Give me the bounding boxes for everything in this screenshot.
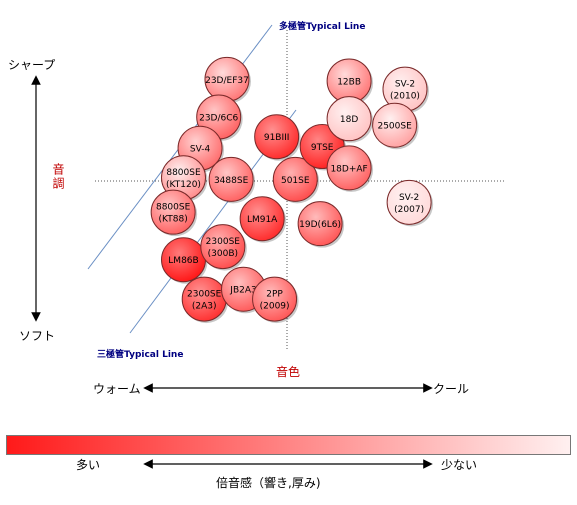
- point-marker: [150, 189, 196, 235]
- point-marker: [386, 179, 432, 225]
- y-axis-top-label: シャープ: [8, 58, 56, 72]
- point-label: (KT88): [159, 215, 188, 225]
- point-label: 18D+AF: [330, 164, 367, 174]
- harmonics-colorbar: [6, 435, 571, 455]
- point-marker: [326, 145, 372, 191]
- lower-typical-line-label: 三極管Typical Line: [97, 350, 184, 360]
- data-point: 19D(6L6): [297, 201, 345, 248]
- point-label: 19D(6L6): [299, 220, 341, 230]
- point-label: 18D: [340, 115, 358, 125]
- point-label: 2300SE: [187, 290, 222, 300]
- point-label: 8800SE: [156, 203, 191, 213]
- point-marker: [372, 102, 418, 148]
- points-layer: 23D/EF37 23D/6C6 SV-4 8800SE (KT120) 3488SE 88…: [150, 56, 434, 324]
- data-point: 3488SE: [208, 156, 256, 204]
- colorbar-left-label: 多い: [76, 458, 101, 472]
- y-axis-title: 音調: [51, 163, 65, 191]
- data-point: 2300SE (2A3): [181, 276, 229, 324]
- data-point: SV-2 (2007): [386, 179, 434, 227]
- point-label: (2007): [394, 205, 424, 215]
- data-point: 91BIII: [254, 114, 301, 161]
- point-marker: [326, 96, 372, 142]
- y-axis-bottom-label: ソフト: [19, 329, 56, 343]
- data-point: 2PP (2009): [252, 276, 299, 324]
- point-label: (2A3): [192, 302, 217, 312]
- data-point: 2300SE (300B): [200, 224, 247, 271]
- point-label: SV-4: [190, 145, 211, 155]
- point-marker: [272, 156, 318, 202]
- point-label: 91BIII: [264, 133, 290, 143]
- point-label: 2PP: [266, 290, 283, 300]
- point-label: (2010): [390, 92, 420, 102]
- point-label: 501SE: [281, 176, 310, 186]
- colorbar-right-label: 少ない: [441, 458, 478, 472]
- point-label: 2500SE: [377, 122, 412, 132]
- point-label: (300B): [208, 249, 238, 259]
- point-label: 23D/EF37: [205, 76, 249, 86]
- x-axis-left-label: ウォーム: [93, 382, 141, 396]
- point-label: (2009): [260, 302, 290, 312]
- point-marker: [200, 224, 246, 270]
- point-label: 9TSE: [311, 143, 334, 153]
- point-label: SV-2: [395, 80, 415, 90]
- data-point: 12BB: [326, 58, 374, 105]
- x-axis-title: 音色: [276, 365, 301, 379]
- point-label: 8800SE: [166, 168, 201, 178]
- colorbar-title: 倍音感（響き,厚み): [216, 476, 321, 490]
- point-label: JB2A3: [229, 286, 256, 296]
- data-point: 501SE: [272, 156, 320, 204]
- point-label: 2300SE: [206, 237, 241, 247]
- point-marker: [297, 201, 343, 247]
- point-label: LM91A: [247, 215, 278, 225]
- point-marker: [254, 114, 300, 160]
- point-label: LM86B: [168, 256, 198, 266]
- point-label: (KT120): [166, 180, 201, 190]
- point-marker: [252, 276, 298, 322]
- data-point: 18D: [326, 96, 374, 143]
- data-point: 8800SE (KT88): [150, 189, 198, 237]
- data-point: LM86B: [161, 237, 208, 284]
- x-axis-right-label: クール: [433, 382, 470, 396]
- data-point: 18D+AF: [326, 145, 374, 192]
- point-label: 23D/6C6: [199, 114, 238, 124]
- point-marker: [239, 196, 285, 242]
- upper-typical-line-label: 多極管Typical Line: [279, 22, 366, 32]
- point-label: 3488SE: [214, 176, 249, 186]
- data-point: LM91A: [239, 196, 287, 243]
- data-point: 2500SE: [372, 102, 419, 150]
- point-label: 12BB: [337, 77, 361, 87]
- point-label: SV-2: [399, 193, 419, 203]
- point-marker: [208, 156, 254, 202]
